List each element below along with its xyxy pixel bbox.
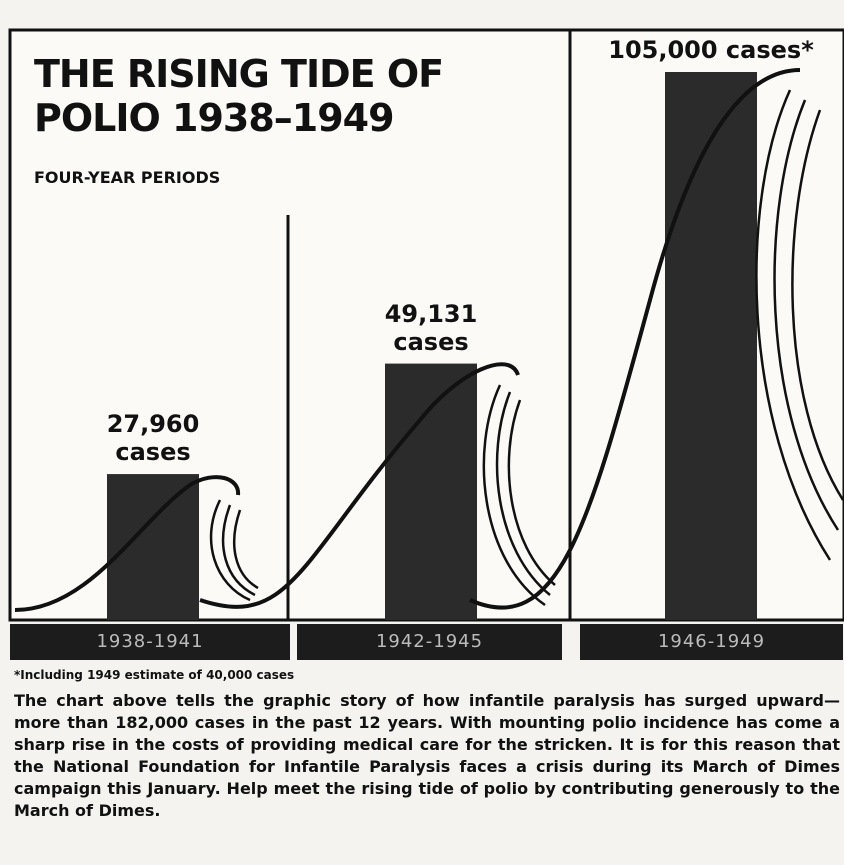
bar — [665, 72, 757, 620]
value-label: 27,960 cases — [93, 410, 213, 466]
chart-title: THE RISING TIDE OF POLIO 1938–1949 — [34, 52, 464, 140]
caption: The chart above tells the graphic story … — [14, 690, 840, 822]
chart-subtitle: FOUR-YEAR PERIODS — [34, 168, 220, 187]
footnote: *Including 1949 estimate of 40,000 cases — [14, 668, 294, 682]
x-tick-label: 1938-1941 — [10, 631, 290, 652]
value-label: 49,131 cases — [371, 300, 491, 356]
x-tick-label: 1942-1945 — [297, 631, 562, 652]
x-tick-label: 1946-1949 — [580, 631, 843, 652]
bar — [385, 364, 477, 620]
page: THE RISING TIDE OF POLIO 1938–1949 FOUR-… — [0, 0, 844, 865]
value-label: 105,000 cases* — [581, 36, 841, 64]
bar — [107, 474, 199, 620]
